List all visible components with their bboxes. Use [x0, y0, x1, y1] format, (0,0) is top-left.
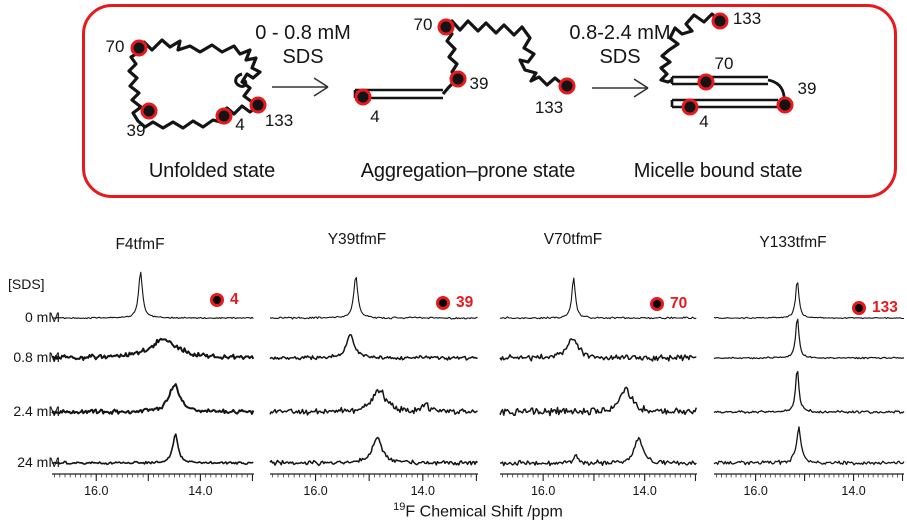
- x-axis-label-text: F Chemical Shift /ppm: [405, 503, 563, 521]
- residue-label: 70: [413, 15, 433, 34]
- residue-label: 4: [370, 107, 380, 126]
- residue-label: 70: [105, 37, 125, 56]
- spectrum-V70tfmF-0mM: [499, 277, 697, 320]
- arrow-1-caption: 0 - 0.8 mM SDS: [240, 21, 366, 69]
- residue-label: 70: [714, 54, 734, 73]
- spectrum-V70tfmF-0.8mM: [499, 338, 697, 362]
- arrow-2-icon: [592, 78, 649, 98]
- spectrum-Y39tfmF-0mM: [269, 276, 478, 320]
- residue-dot-icon: [436, 296, 450, 310]
- arrow-2-line2: SDS: [599, 46, 641, 68]
- spectrum-Y133tfmF-0.8mM: [713, 318, 904, 360]
- column-title-y133tfmf: Y133tfmF: [759, 234, 827, 251]
- arrow-1-icon: [272, 77, 329, 97]
- spectrum-marker-label: 4: [230, 291, 239, 308]
- residue-label: 133: [264, 111, 294, 130]
- residue-marker-4-aggregation: [354, 88, 372, 106]
- residue-dot-icon: [852, 301, 866, 315]
- row-label-08mm: 0.8 mM: [13, 349, 60, 365]
- arrow-1-line2: SDS: [282, 46, 324, 68]
- residue-label: 133: [732, 9, 762, 28]
- spectrum-Y39tfmF-2.4mM: [269, 388, 478, 416]
- spectrum-marker-label: 39: [456, 294, 474, 311]
- x-axis-label: 19F Chemical Shift /ppm: [318, 501, 638, 521]
- tick-label: 14.0: [188, 484, 212, 498]
- column-title-v70tfmf: V70tfmF: [543, 231, 603, 248]
- arrow-1-line1: 0 - 0.8 mM: [255, 22, 351, 44]
- spectrum-F4tfmF-2.4mM: [51, 383, 255, 415]
- spectrum-Y39tfmF-24mM: [269, 436, 478, 467]
- residue-marker-4-unfolded: [215, 107, 233, 125]
- spectrum-Y39tfmF-0.8mM: [269, 333, 478, 361]
- residue-marker-70-micelle: [697, 73, 715, 91]
- x-axis-Y39tfmF: 16.0 14.0: [270, 473, 478, 498]
- residue-marker-39-unfolded: [140, 102, 158, 120]
- x-axis-V70tfmF: 16.0 14.0: [500, 473, 697, 498]
- sds-header: [SDS]: [8, 276, 45, 292]
- residue-label: 39: [797, 79, 817, 98]
- spectrum-marker-70: 70: [650, 295, 687, 313]
- residue-marker-70-unfolded: [130, 39, 148, 57]
- column-title-f4tfmf: F4tfmF: [115, 236, 165, 253]
- row-label-0mm: 0 mM: [25, 309, 60, 325]
- tick-label: 14.0: [633, 484, 657, 498]
- state-label-aggregation-prone: Aggregation–prone state: [360, 160, 576, 182]
- x-axis-label-superscript: 19: [393, 501, 406, 513]
- row-label-24mm-high: 24 mM: [17, 454, 60, 470]
- state-label-micelle-bound: Micelle bound state: [633, 160, 803, 182]
- state-label-unfolded: Unfolded state: [148, 160, 276, 182]
- spectrum-marker-label: 133: [872, 299, 898, 316]
- tick-label: 16.0: [531, 484, 555, 498]
- x-axis-F4tfmF: 16.0 14.0: [52, 473, 254, 498]
- residue-dot-icon: [650, 297, 664, 311]
- residue-label: 4: [235, 115, 245, 134]
- spectrum-marker-133: 133: [852, 299, 898, 317]
- spectrum-V70tfmF-24mM: [499, 436, 697, 467]
- spectrum-marker-39: 39: [436, 294, 473, 312]
- scheme-box: [82, 4, 897, 198]
- tick-label: 16.0: [303, 484, 327, 498]
- spectrum-F4tfmF-0mM: [51, 271, 254, 320]
- tick-label: 16.0: [743, 484, 767, 498]
- residue-label: 39: [469, 74, 489, 93]
- arrow-2-line1: 0.8-2.4 mM: [569, 22, 671, 44]
- residue-marker-133-micelle: [711, 12, 729, 30]
- tick-label: 14.0: [411, 484, 435, 498]
- spectrum-F4tfmF-0.8mM: [51, 337, 255, 361]
- residue-marker-70-aggregation: [437, 18, 455, 36]
- residue-label: 133: [534, 98, 564, 117]
- spectrum-marker-4: 4: [210, 291, 239, 309]
- residue-marker-133-unfolded: [249, 96, 267, 114]
- spectrum-V70tfmF-2.4mM: [499, 386, 698, 417]
- tick-label: 16.0: [84, 484, 108, 498]
- spectrum-marker-label: 70: [670, 295, 688, 312]
- residue-marker-39-micelle: [776, 96, 794, 114]
- residue-marker-133-aggregation: [558, 77, 576, 95]
- spectrum-Y133tfmF-2.4mM: [713, 370, 905, 414]
- residue-marker-39-aggregation: [449, 70, 467, 88]
- residue-label: 4: [699, 112, 709, 131]
- arrow-2-caption: 0.8-2.4 mM SDS: [557, 21, 683, 69]
- residue-marker-4-micelle: [681, 98, 699, 116]
- residue-label: 39: [126, 121, 146, 140]
- spectrum-Y133tfmF-0mM: [713, 282, 904, 320]
- column-title-y39tfmf: Y39tfmF: [327, 231, 387, 248]
- spectrum-F4tfmF-24mM: [51, 433, 254, 466]
- spectrum-Y133tfmF-24mM: [713, 426, 905, 466]
- residue-dot-icon: [210, 293, 224, 307]
- x-axis-Y133tfmF: 16.0 14.0: [714, 473, 904, 498]
- tick-label: 14.0: [841, 484, 865, 498]
- row-label-24mm: 2.4 mM: [13, 403, 60, 419]
